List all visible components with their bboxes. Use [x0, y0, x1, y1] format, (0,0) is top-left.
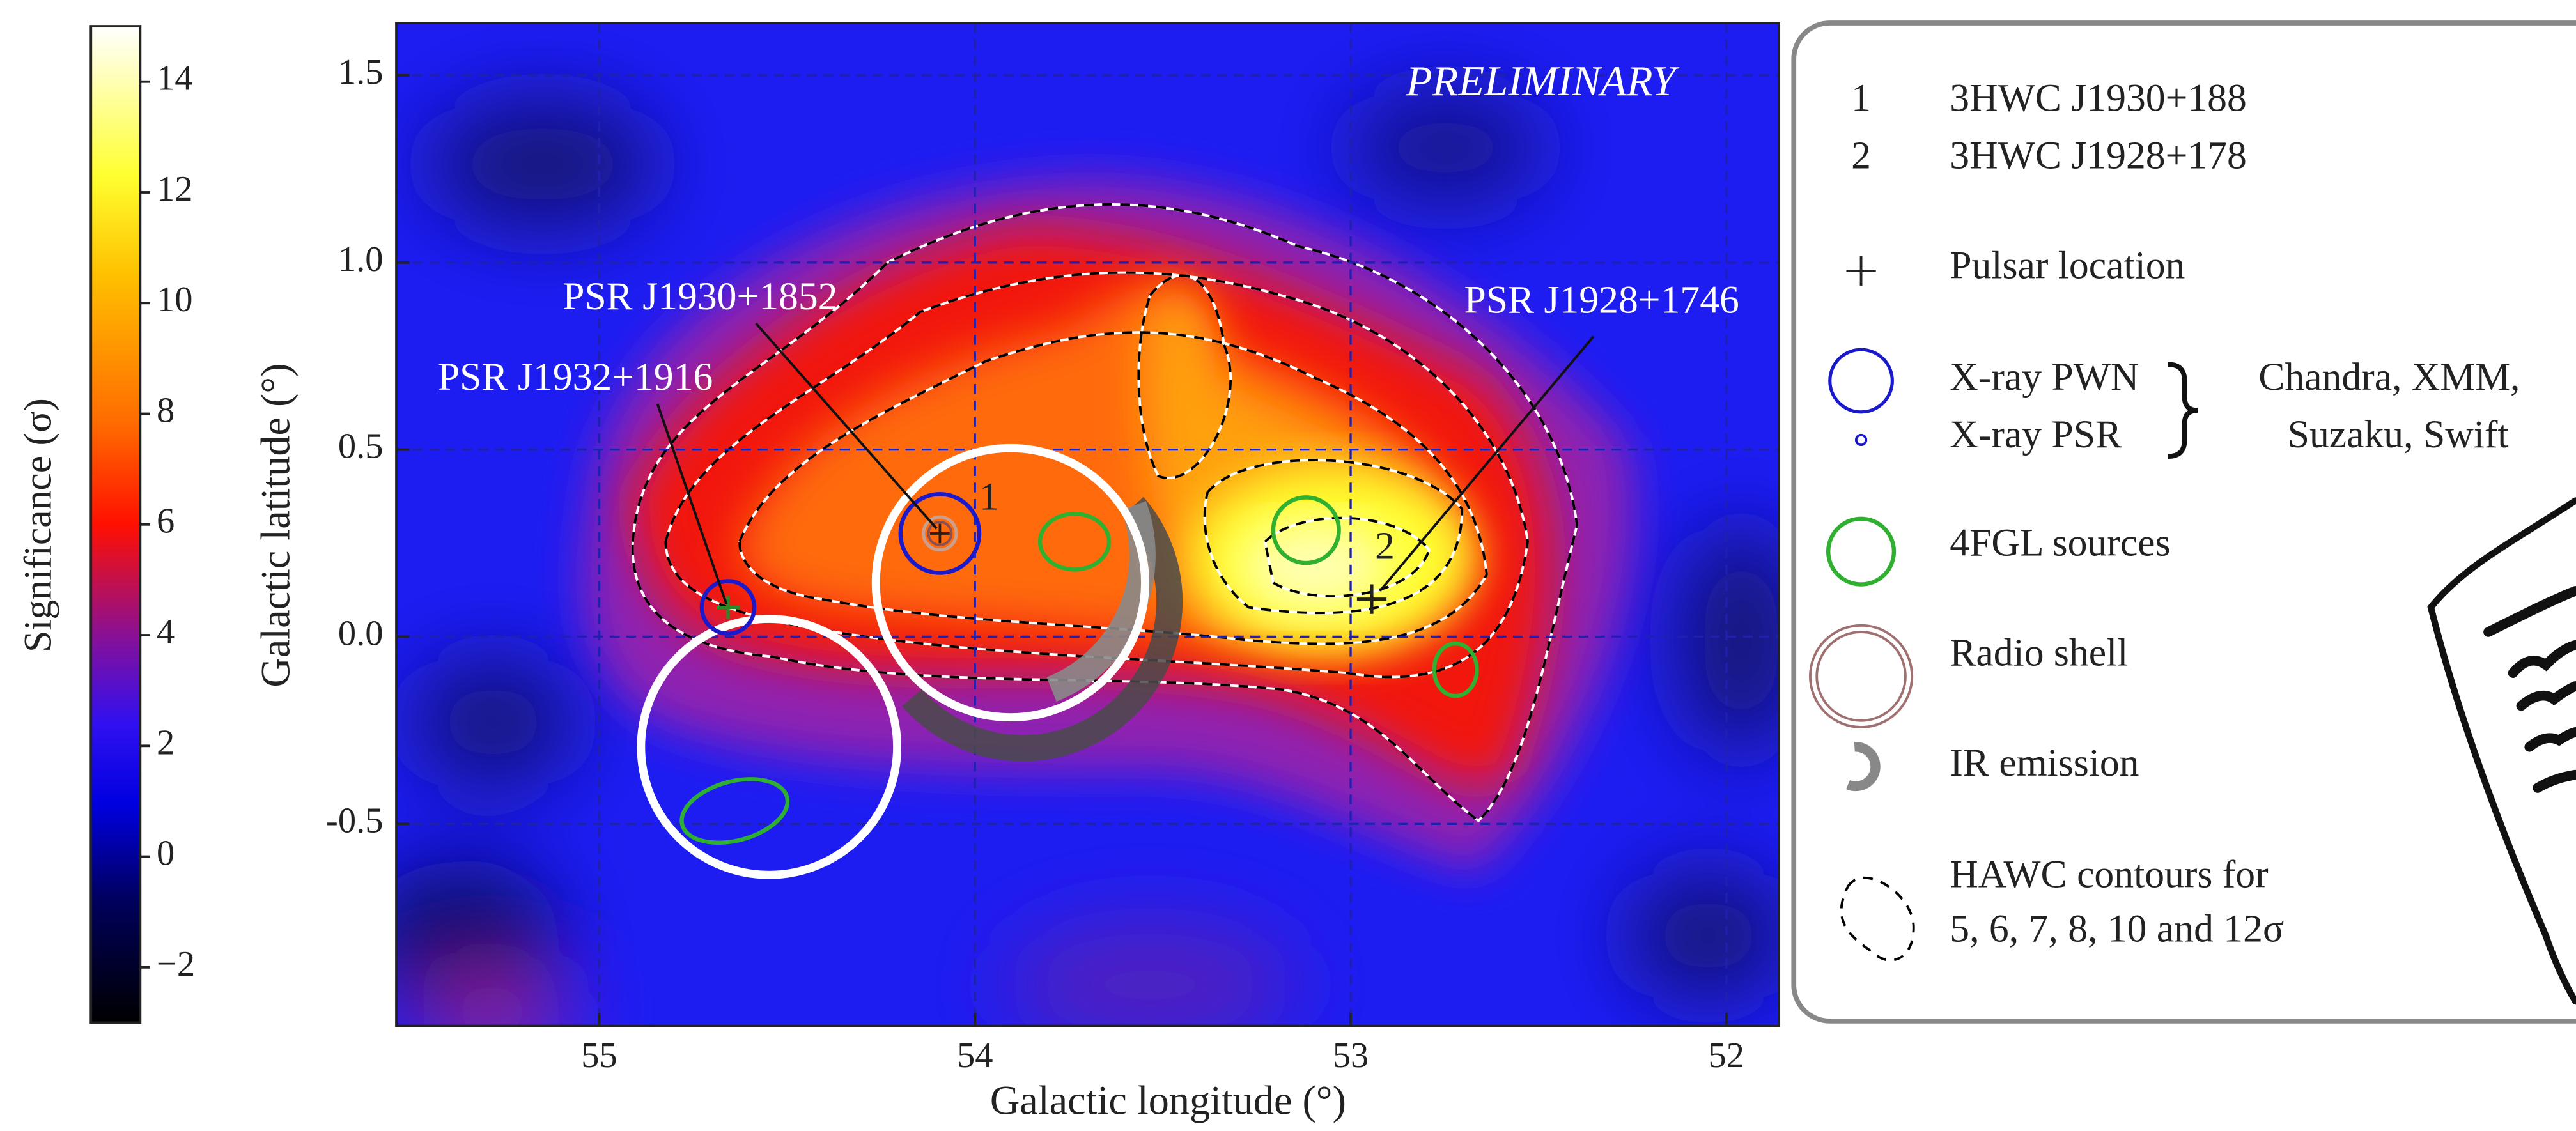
heatmap	[362, 23, 1807, 1059]
x-tick-label: 54	[957, 1036, 993, 1075]
legend-symbol: 1	[1851, 76, 1871, 119]
colorbar-ticks: −2 0 2 4 6 8 10 12 14	[140, 59, 195, 984]
y-tick-label: -0.5	[326, 801, 383, 840]
y-tick-label: 1.5	[338, 52, 384, 92]
x-tick-label: 53	[1333, 1036, 1369, 1075]
colorbar-tick-label: 10	[157, 280, 192, 319]
legend-label: Pulsar location	[1950, 243, 2185, 287]
annotation: PSR J1932+1916	[438, 355, 713, 399]
legend-label: X-ray PSR	[1950, 413, 2122, 456]
colorbar-tick-label: 4	[157, 612, 175, 652]
colorbar-tick-label: 12	[157, 169, 192, 209]
x-tick-label: 52	[1709, 1036, 1745, 1075]
legend-label: IR emission	[1950, 741, 2139, 785]
y-tick-label: 1.0	[338, 240, 384, 279]
colorbar-tick-label: 2	[157, 723, 175, 762]
x-tick-label: 55	[581, 1036, 617, 1075]
y-axis-label: Galactic latitude (°)	[252, 364, 298, 688]
legend-symbol: 2	[1851, 134, 1871, 177]
watermark: PRELIMINARY	[1406, 58, 1680, 105]
colorbar	[91, 26, 140, 1022]
legend-label: 3HWC J1928+178	[1950, 134, 2247, 177]
colorbar-tick-label: 8	[157, 390, 175, 430]
legend-label: 4FGL sources	[1950, 521, 2170, 565]
source-label: 2	[1375, 525, 1395, 568]
figure: −202468101214 Significance (σ)	[0, 0, 2576, 1131]
legend-label: 5, 6, 7, 8, 10 and 12σ	[1950, 907, 2284, 950]
colorbar-tick-label: 0	[157, 834, 175, 873]
source-label: 1	[979, 475, 999, 519]
legend-label: Radio shell	[1950, 631, 2128, 675]
y-tick-label: 0.0	[338, 613, 384, 653]
annotation: PSR J1928+1746	[1464, 278, 1739, 321]
colorbar-label: Significance (σ)	[16, 398, 59, 652]
x-axis-label: Galactic longitude (°)	[990, 1078, 1346, 1123]
colorbar-tick-label: 14	[157, 59, 192, 98]
colorbar-tick-label: 6	[157, 502, 175, 541]
annotation: PSR J1930+1852	[563, 275, 837, 318]
legend-label: HAWC contours for	[1950, 853, 2268, 896]
colorbar-tick-label: −2	[157, 944, 195, 984]
y-tick-label: 0.5	[338, 427, 384, 466]
legend-note: Suzaku, Swift	[2288, 413, 2509, 456]
legend: 1 3HWC J1930+188 2 3HWC J1928+178 Pulsar…	[1794, 23, 2576, 1021]
legend-label: 3HWC J1930+188	[1950, 76, 2247, 119]
legend-note: Chandra, XMM,	[2258, 355, 2520, 399]
legend-label: X-ray PWN	[1950, 355, 2139, 399]
